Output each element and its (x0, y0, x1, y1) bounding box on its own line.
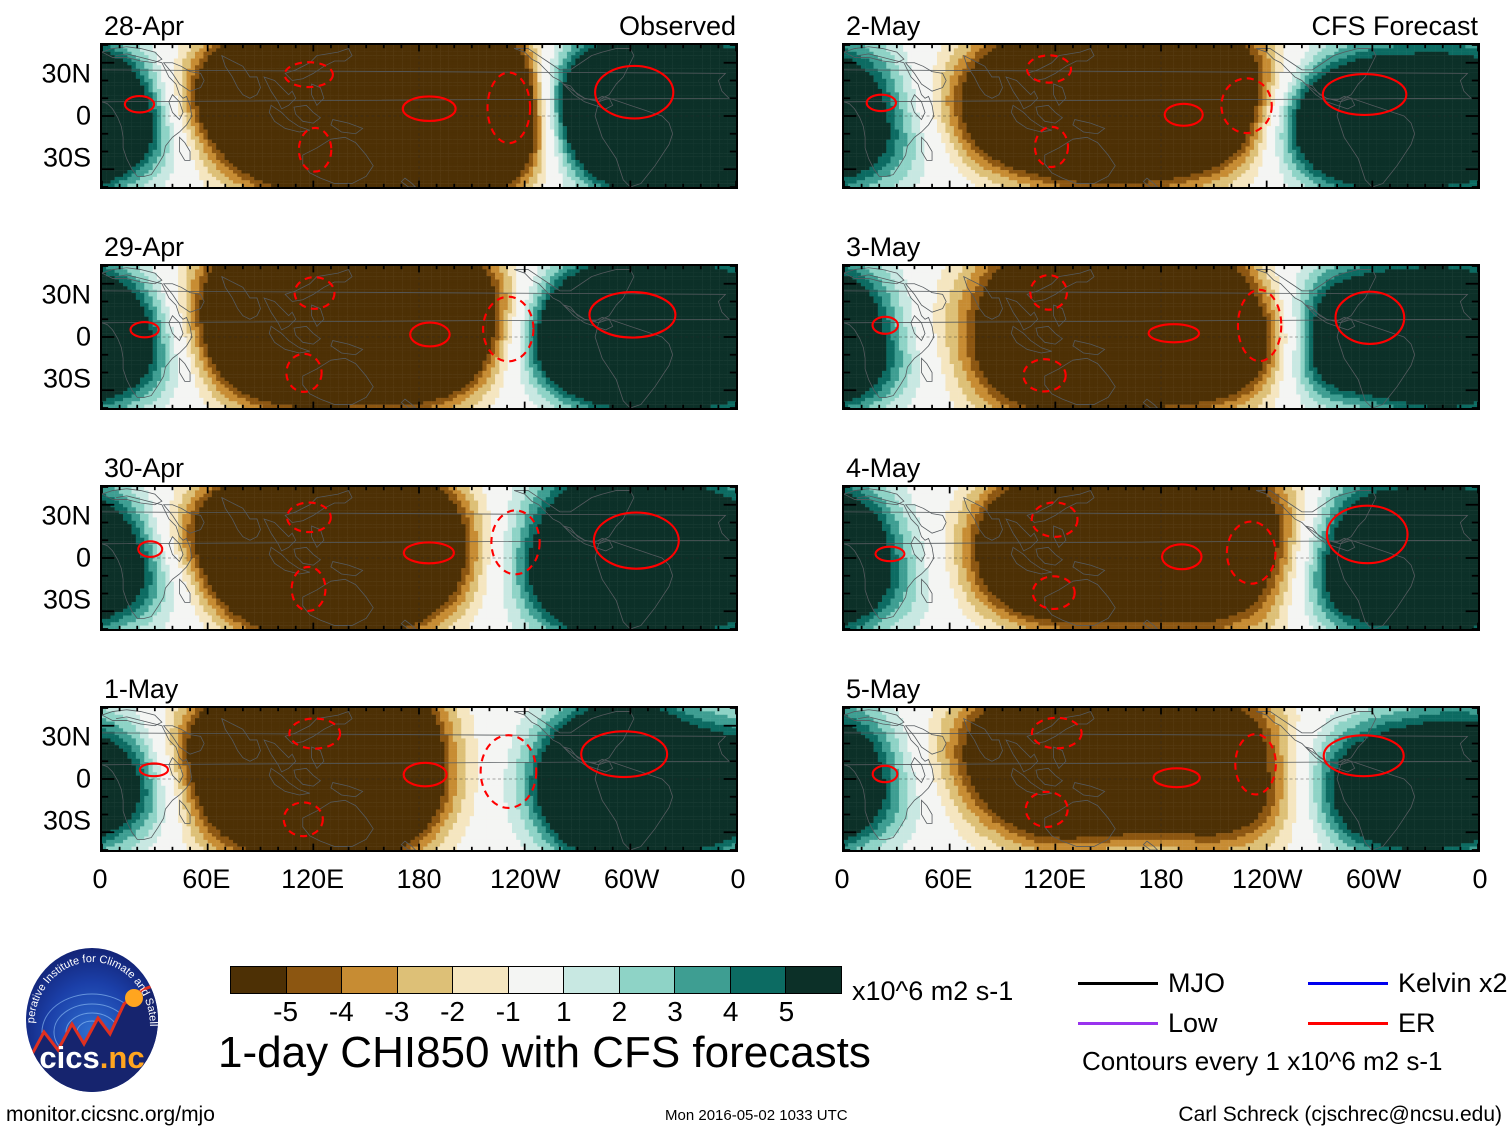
panel-date-label: 5-May (846, 674, 920, 705)
x-tick-label-3: 180 (1138, 864, 1183, 895)
colorbar-swatch-8 (675, 967, 731, 993)
x-tick-label-0: 0 (834, 864, 849, 895)
x-tick-label-6: 0 (730, 864, 745, 895)
legend-line-low (1078, 1022, 1158, 1025)
colorbar-swatch-4 (453, 967, 509, 993)
panel-date-label: 30-Apr (104, 453, 184, 484)
legend-line-kelvin (1308, 982, 1388, 985)
legend-label-kelvin: Kelvin x2 (1398, 968, 1508, 999)
colorbar-swatch-7 (619, 967, 676, 993)
colorbar-tick--4: -4 (329, 996, 354, 1028)
y-tick-label-30s: 30S (43, 142, 91, 173)
footer-author: Carl Schreck (cjschrec@ncsu.edu) (1178, 1103, 1502, 1127)
colorbar-tick--1: -1 (496, 996, 521, 1028)
x-tick-label-2: 120E (1023, 864, 1086, 895)
figure-title: 1-day CHI850 with CFS forecasts (218, 1028, 871, 1078)
map-canvas (100, 485, 738, 631)
map-canvas (100, 43, 738, 189)
x-axis-labels: 0 60E 120E 180 120W 60W 0 (834, 852, 1487, 894)
panel-date-label: 4-May (846, 453, 920, 484)
map-panel-3-may: 3-May (842, 232, 1480, 410)
map-panel-29-apr: 29-Apr 30N 0 30S (41, 232, 738, 410)
column-heading-cfs-forecast: CFS Forecast (1311, 11, 1478, 42)
map-panel-2-may: 2-May CFS Forecast (842, 11, 1480, 189)
y-tick-label-30n: 30N (41, 280, 91, 311)
colorbar-tick--2: -2 (440, 996, 465, 1028)
y-tick-label-30s: 30S (43, 584, 91, 615)
panel-date-label: 3-May (846, 232, 920, 263)
column-heading-observed: Observed (619, 11, 736, 42)
colorbar-tick-2: 2 (612, 996, 628, 1028)
map-canvas (100, 264, 738, 410)
map-canvas (842, 485, 1480, 631)
x-tick-label-1: 60E (182, 864, 230, 895)
y-tick-label-0: 0 (76, 764, 91, 795)
x-tick-label-5: 60W (1346, 864, 1402, 895)
x-tick-label-0: 0 (92, 864, 107, 895)
map-canvas (842, 43, 1480, 189)
colorbar-tick--5: -5 (273, 996, 298, 1028)
x-axis-labels: 0 60E 120E 180 120W 60W 0 (92, 852, 745, 894)
y-tick-label-0: 0 (76, 101, 91, 132)
legend-label-er: ER (1398, 1008, 1436, 1039)
x-tick-label-1: 60E (924, 864, 972, 895)
y-tick-label-30s: 30S (43, 805, 91, 836)
x-tick-label-6: 0 (1472, 864, 1487, 895)
map-panel-30-apr: 30-Apr 30N 0 30S (41, 453, 738, 631)
panel-date-label: 29-Apr (104, 232, 184, 263)
colorbar-tick-1: 1 (556, 996, 572, 1028)
colorbar-swatch-6 (564, 967, 620, 993)
colorbar-tick-3: 3 (667, 996, 683, 1028)
x-tick-label-4: 120W (1232, 864, 1303, 895)
y-tick-label-30n: 30N (41, 59, 91, 90)
contour-legend: MJO Kelvin x2 Low ER (1078, 968, 1508, 1068)
map-panel-4-may: 4-May (842, 453, 1480, 631)
colorbar-swatch-0 (231, 967, 287, 993)
map-panel-5-may: 5-May 0 60E 120E 180 120W 60W 0 (834, 674, 1487, 894)
legend-line-mjo (1078, 982, 1158, 985)
colorbar-swatch-1 (286, 967, 343, 993)
colorbar-tick-4: 4 (723, 996, 739, 1028)
colorbar-tick--3: -3 (384, 996, 409, 1028)
colorbar-swatch-3 (397, 967, 454, 993)
map-canvas (842, 706, 1480, 852)
y-tick-label-30s: 30S (43, 363, 91, 394)
panel-date-label: 2-May (846, 11, 920, 42)
colorbar-swatch-5 (508, 967, 565, 993)
legend-label-mjo: MJO (1168, 968, 1225, 999)
panel-date-label: 1-May (104, 674, 178, 705)
legend-entry-kelvin: Kelvin x2 (1308, 968, 1508, 999)
y-tick-label-0: 0 (76, 322, 91, 353)
legend-entry-low: Low (1078, 1008, 1218, 1039)
colorbar-units: x10^6 m2 s-1 (852, 976, 1013, 1007)
footer-timestamp: Mon 2016-05-02 1033 UTC (665, 1107, 848, 1124)
x-tick-label-2: 120E (281, 864, 344, 895)
colorbar (230, 966, 842, 994)
panel-date-label: 28-Apr (104, 11, 184, 42)
footer-site-url[interactable]: monitor.cicsnc.org/mjo (6, 1103, 215, 1127)
colorbar-swatch-2 (342, 967, 398, 993)
colorbar-tick-5: 5 (779, 996, 795, 1028)
colorbar-ticklabels: -5 -4 -3 -2 -1 1 2 3 4 5 (230, 996, 842, 1030)
cics-nc-logo: Cooperative Institute for Climate and Sa… (14, 937, 166, 1094)
y-tick-label-30n: 30N (41, 501, 91, 532)
x-tick-label-5: 60W (604, 864, 660, 895)
y-tick-label-0: 0 (76, 543, 91, 574)
map-canvas (100, 706, 738, 852)
contour-interval-note: Contours every 1 x10^6 m2 s-1 (1082, 1046, 1442, 1077)
legend-line-er (1308, 1022, 1388, 1025)
colorbar-swatch-9 (730, 967, 787, 993)
legend-entry-er: ER (1308, 1008, 1436, 1039)
legend-label-low: Low (1168, 1008, 1218, 1039)
legend-entry-mjo: MJO (1078, 968, 1225, 999)
map-canvas (842, 264, 1480, 410)
x-tick-label-4: 120W (490, 864, 561, 895)
colorbar-swatch-10 (786, 967, 842, 993)
y-tick-label-30n: 30N (41, 722, 91, 753)
map-panel-28-apr: 28-Apr Observed 30N 0 30S (41, 11, 738, 189)
x-tick-label-3: 180 (396, 864, 441, 895)
map-panel-1-may: 1-May 30N 0 30S 0 60E 120E 180 120W 60W 0 (41, 674, 745, 894)
